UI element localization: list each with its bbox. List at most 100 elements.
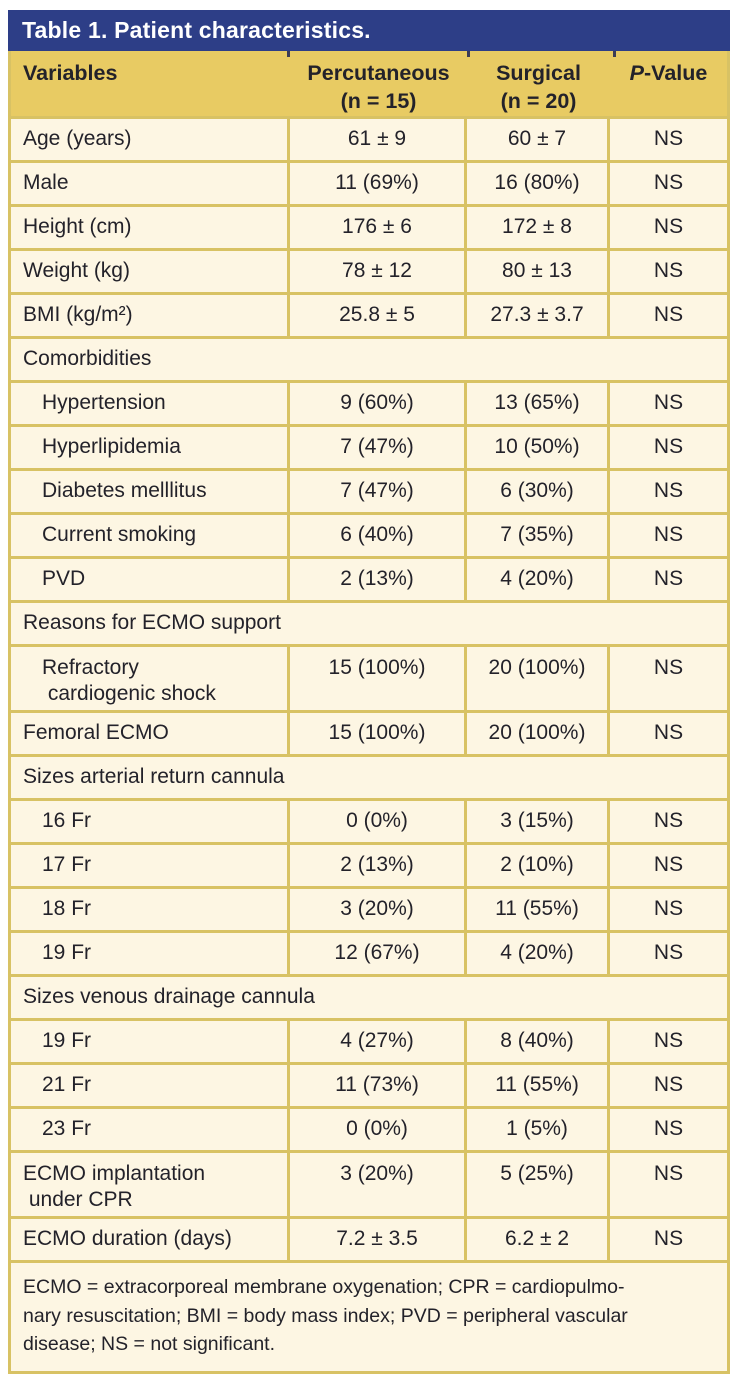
table-row: Weight (kg) 78 ± 12 80 ± 13 NS	[11, 250, 727, 295]
pvalue: NS	[653, 567, 684, 591]
section-row: Sizes venous drainage cannula	[11, 976, 727, 1021]
pvalue: NS	[653, 479, 684, 503]
percutaneous-value: 25.8 ± 5	[290, 294, 467, 336]
row-label: 19 Fr	[11, 1020, 290, 1062]
row-label: Refractory cardiogenic shock	[11, 646, 290, 710]
surgical-value: 13 (65%)	[467, 382, 610, 424]
column-header-label: Variables	[23, 61, 118, 85]
percutaneous-value: 78 ± 12	[290, 250, 467, 292]
row-label: Diabetes melllitus	[11, 470, 290, 512]
percutaneous-value: 7 (47%)	[290, 426, 467, 468]
row-label: 17 Fr	[11, 844, 290, 886]
pvalue: NS	[653, 1227, 684, 1251]
pvalue: NS	[653, 853, 684, 877]
table-row: 16 Fr 0 (0%) 3 (15%) NS	[11, 800, 727, 845]
percutaneous-value: 0 (0%)	[290, 800, 467, 842]
percutaneous-value: 11 (73%)	[290, 1064, 467, 1106]
section-label: Sizes venous drainage cannula	[23, 985, 315, 1009]
column-header-sublabel: (n = 20)	[500, 88, 577, 113]
percutaneous-value: 0 (0%)	[290, 1108, 467, 1150]
column-divider-tick	[613, 51, 616, 57]
table-row: Male 11 (69%) 16 (80%) NS	[11, 162, 727, 207]
section-row: Sizes arterial return cannula	[11, 756, 727, 801]
pvalue: NS	[653, 1029, 684, 1053]
pvalue: NS	[653, 215, 684, 239]
row-label: Femoral ECMO	[11, 712, 290, 754]
table-row: ECMO implantation under CPR 3 (20%) 5 (25%…	[11, 1152, 727, 1219]
surgical-value: 80 ± 13	[467, 250, 610, 292]
table-row: 21 Fr 11 (73%) 11 (55%) NS	[11, 1064, 727, 1109]
surgical-value: 11 (55%)	[467, 1064, 610, 1106]
percutaneous-value: 4 (27%)	[290, 1020, 467, 1062]
pvalue-rest: -Value	[644, 61, 708, 85]
table-row: Hyperlipidemia 7 (47%) 10 (50%) NS	[11, 426, 727, 471]
pvalue: NS	[653, 809, 684, 833]
row-label: Height (cm)	[11, 206, 290, 248]
surgical-value: 1 (5%)	[467, 1108, 610, 1150]
surgical-value: 16 (80%)	[467, 162, 610, 204]
surgical-value: 10 (50%)	[467, 426, 610, 468]
percutaneous-value: 7.2 ± 3.5	[290, 1218, 467, 1260]
section-row: Comorbidities	[11, 338, 727, 383]
surgical-value: 3 (15%)	[467, 800, 610, 842]
pvalue: NS	[653, 171, 684, 195]
column-divider-tick	[467, 51, 470, 57]
percutaneous-value: 7 (47%)	[290, 470, 467, 512]
surgical-value: 5 (25%)	[467, 1152, 610, 1216]
surgical-value: 4 (20%)	[467, 932, 610, 974]
section-label: Comorbidities	[23, 347, 152, 371]
column-divider-tick	[287, 51, 290, 57]
surgical-value: 20 (100%)	[467, 646, 610, 710]
row-label: ECMO duration (days)	[11, 1218, 290, 1260]
pvalue: NS	[653, 259, 684, 283]
column-header-label: Percutaneous	[307, 61, 450, 85]
table-title-bar: Table 1. Patient characteristics.	[8, 10, 730, 51]
percutaneous-value: 15 (100%)	[290, 646, 467, 710]
column-header-percutaneous: Percutaneous (n = 15)	[290, 51, 467, 116]
pvalue: NS	[653, 127, 684, 151]
column-header-label: P-Value	[630, 60, 708, 88]
percutaneous-value: 61 ± 9	[290, 118, 467, 160]
table-row: BMI (kg/m²) 25.8 ± 5 27.3 ± 3.7 NS	[11, 294, 727, 339]
column-header-pvalue: P-Value	[610, 51, 727, 116]
section-label: Reasons for ECMO support	[23, 611, 281, 635]
surgical-value: 20 (100%)	[467, 712, 610, 754]
table-body: Age (years) 61 ± 9 60 ± 7 NS Male 11 (69%) 16 …	[11, 118, 727, 1263]
column-header-label: Surgical	[496, 61, 581, 85]
row-label: BMI (kg/m²)	[11, 294, 290, 336]
percutaneous-value: 6 (40%)	[290, 514, 467, 556]
row-label: 21 Fr	[11, 1064, 290, 1106]
table-row: Refractory cardiogenic shock 15 (100%) 20 …	[11, 646, 727, 713]
table-row: 19 Fr 12 (67%) 4 (20%) NS	[11, 932, 727, 977]
pvalue: NS	[653, 391, 684, 415]
surgical-value: 27.3 ± 3.7	[467, 294, 610, 336]
patient-characteristics-table: Variables Percutaneous (n = 15) Surgical…	[8, 51, 730, 1374]
table-row: 18 Fr 3 (20%) 11 (55%) NS	[11, 888, 727, 933]
table-row: 19 Fr 4 (27%) 8 (40%) NS	[11, 1020, 727, 1065]
row-label: ECMO implantation under CPR	[11, 1152, 290, 1216]
pvalue: NS	[653, 303, 684, 327]
surgical-value: 8 (40%)	[467, 1020, 610, 1062]
percutaneous-value: 2 (13%)	[290, 558, 467, 600]
table-row: Femoral ECMO 15 (100%) 20 (100%) NS	[11, 712, 727, 757]
column-header-surgical: Surgical (n = 20)	[467, 51, 610, 116]
pvalue: NS	[653, 655, 684, 679]
section-label: Sizes arterial return cannula	[23, 765, 285, 789]
pvalue: NS	[653, 941, 684, 965]
percutaneous-value: 3 (20%)	[290, 1152, 467, 1216]
pvalue: NS	[653, 435, 684, 459]
row-label: Hypertension	[11, 382, 290, 424]
row-label: 23 Fr	[11, 1108, 290, 1150]
row-label: Current smoking	[11, 514, 290, 556]
table-row: Hypertension 9 (60%) 13 (65%) NS	[11, 382, 727, 427]
row-label: 18 Fr	[11, 888, 290, 930]
row-label: Age (years)	[11, 118, 290, 160]
surgical-value: 2 (10%)	[467, 844, 610, 886]
row-label: PVD	[11, 558, 290, 600]
column-header-variables: Variables	[11, 51, 290, 116]
table-title: Table 1. Patient characteristics.	[22, 17, 371, 43]
surgical-value: 60 ± 7	[467, 118, 610, 160]
pvalue: NS	[653, 1073, 684, 1097]
table-row: Current smoking 6 (40%) 7 (35%) NS	[11, 514, 727, 559]
